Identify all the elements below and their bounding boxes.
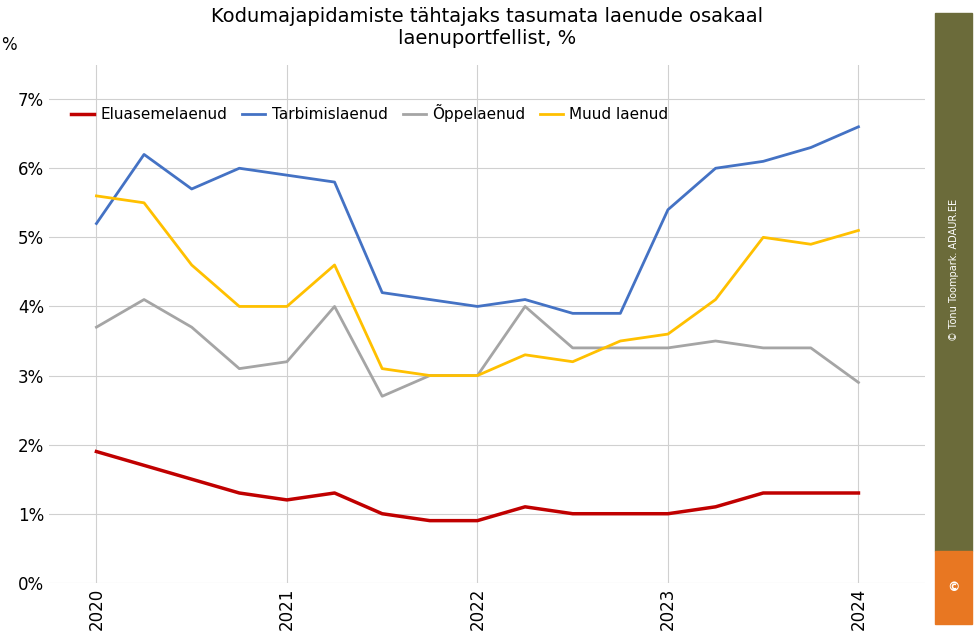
Eluasemelaenud xyxy=(139,462,150,469)
Muud laenud xyxy=(377,365,388,373)
Line: Eluasemelaenud: Eluasemelaenud xyxy=(97,452,859,520)
Muud laenud xyxy=(281,303,293,310)
Õppelaenud xyxy=(757,344,769,352)
Õppelaenud xyxy=(615,344,627,352)
Tarbimislaenud xyxy=(519,296,531,303)
Tarbimislaenud xyxy=(710,164,721,172)
Text: ©: © xyxy=(948,581,959,594)
Bar xyxy=(935,13,972,551)
Eluasemelaenud xyxy=(710,503,721,511)
Eluasemelaenud xyxy=(91,448,102,455)
Õppelaenud xyxy=(377,392,388,400)
Õppelaenud xyxy=(139,296,150,303)
Tarbimislaenud xyxy=(424,296,435,303)
Tarbimislaenud xyxy=(377,289,388,296)
Eluasemelaenud xyxy=(662,510,673,517)
Tarbimislaenud xyxy=(757,157,769,165)
Eluasemelaenud xyxy=(377,510,388,517)
Õppelaenud xyxy=(91,324,102,331)
Line: Õppelaenud: Õppelaenud xyxy=(97,299,859,396)
Muud laenud xyxy=(519,351,531,359)
Eluasemelaenud xyxy=(281,496,293,504)
Muud laenud xyxy=(853,227,865,234)
Line: Tarbimislaenud: Tarbimislaenud xyxy=(97,127,859,313)
Õppelaenud xyxy=(710,337,721,345)
Muud laenud xyxy=(185,261,197,269)
Line: Muud laenud: Muud laenud xyxy=(97,196,859,376)
Eluasemelaenud xyxy=(853,489,865,497)
Tarbimislaenud xyxy=(567,310,579,317)
Tarbimislaenud xyxy=(233,164,245,172)
Text: © Tõnu Toompark. ADAUR.EE: © Tõnu Toompark. ADAUR.EE xyxy=(949,199,958,341)
Muud laenud xyxy=(471,372,483,380)
Õppelaenud xyxy=(185,324,197,331)
Eluasemelaenud xyxy=(567,510,579,517)
Tarbimislaenud xyxy=(91,220,102,227)
Õppelaenud xyxy=(519,303,531,310)
Bar xyxy=(935,551,972,624)
Tarbimislaenud xyxy=(185,185,197,193)
Muud laenud xyxy=(805,240,817,248)
Muud laenud xyxy=(91,192,102,200)
Eluasemelaenud xyxy=(185,475,197,483)
Õppelaenud xyxy=(853,378,865,386)
Muud laenud xyxy=(662,330,673,338)
Õppelaenud xyxy=(471,372,483,380)
Õppelaenud xyxy=(329,303,341,310)
Õppelaenud xyxy=(805,344,817,352)
Õppelaenud xyxy=(662,344,673,352)
Eluasemelaenud xyxy=(615,510,627,517)
Tarbimislaenud xyxy=(329,178,341,186)
Eluasemelaenud xyxy=(805,489,817,497)
Eluasemelaenud xyxy=(424,517,435,524)
Eluasemelaenud xyxy=(519,503,531,511)
Õppelaenud xyxy=(567,344,579,352)
Eluasemelaenud xyxy=(757,489,769,497)
Muud laenud xyxy=(567,358,579,366)
Muud laenud xyxy=(710,296,721,303)
Tarbimislaenud xyxy=(805,144,817,152)
Tarbimislaenud xyxy=(853,123,865,131)
Tarbimislaenud xyxy=(471,303,483,310)
Muud laenud xyxy=(329,261,341,269)
Muud laenud xyxy=(233,303,245,310)
Text: %: % xyxy=(2,36,18,54)
Muud laenud xyxy=(139,199,150,206)
Eluasemelaenud xyxy=(471,517,483,524)
Tarbimislaenud xyxy=(281,171,293,179)
Legend: Eluasemelaenud, Tarbimislaenud, Õppelaenud, Muud laenud: Eluasemelaenud, Tarbimislaenud, Õppelaen… xyxy=(65,98,674,129)
Title: Kodumajapidamiste tähtajaks tasumata laenude osakaal
laenuportfellist, %: Kodumajapidamiste tähtajaks tasumata lae… xyxy=(211,7,763,48)
Õppelaenud xyxy=(424,372,435,380)
Muud laenud xyxy=(757,234,769,241)
Tarbimislaenud xyxy=(139,150,150,158)
Muud laenud xyxy=(615,337,627,345)
Eluasemelaenud xyxy=(329,489,341,497)
Õppelaenud xyxy=(281,358,293,366)
Eluasemelaenud xyxy=(233,489,245,497)
Muud laenud xyxy=(424,372,435,380)
Tarbimislaenud xyxy=(615,310,627,317)
Tarbimislaenud xyxy=(662,206,673,213)
Õppelaenud xyxy=(233,365,245,373)
